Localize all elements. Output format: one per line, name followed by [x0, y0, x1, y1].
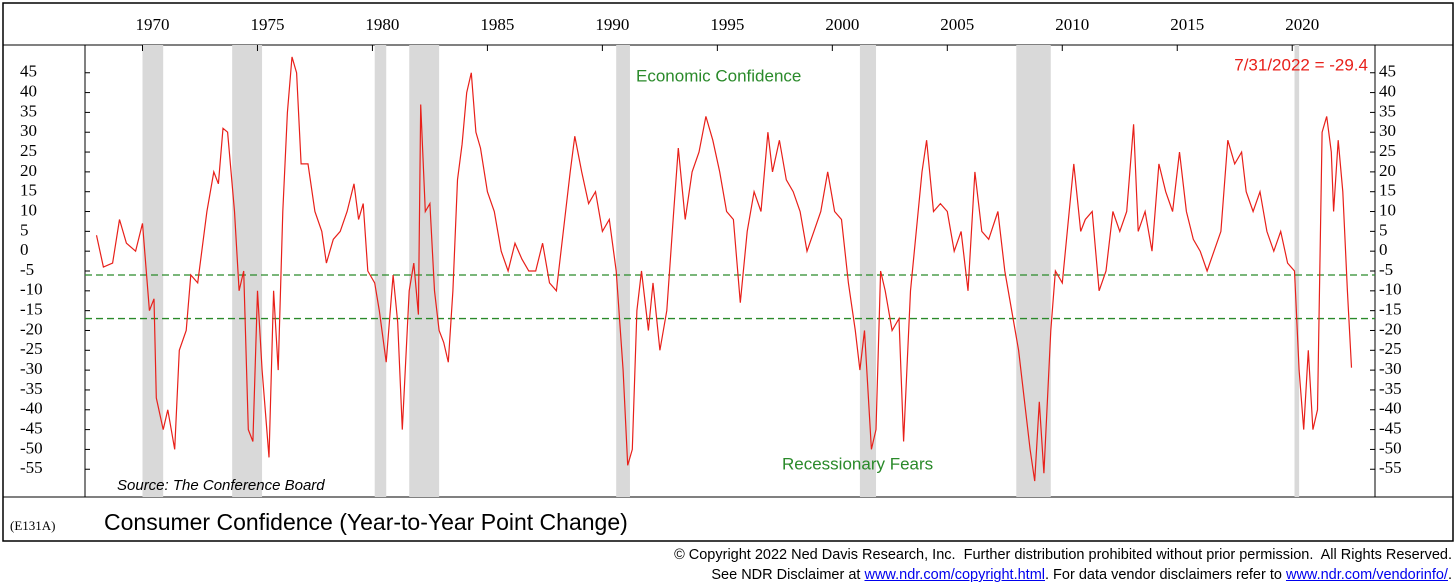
y2-tick-label: -25: [1379, 339, 1402, 358]
y2-tick-label: 40: [1379, 81, 1396, 100]
y2-tick-label: 15: [1379, 181, 1396, 200]
y2-tick-label: -20: [1379, 319, 1402, 338]
y-tick-label: -55: [20, 458, 43, 477]
x-tick-label: 1970: [135, 15, 169, 34]
y-tick-label: 40: [20, 81, 37, 100]
y-tick-label: -40: [20, 399, 43, 418]
recession-band: [374, 45, 387, 497]
y2-tick-label: -40: [1379, 399, 1402, 418]
x-tick-label: 2000: [825, 15, 859, 34]
y2-tick-label: 45: [1379, 62, 1396, 81]
x-tick-label: 1990: [595, 15, 629, 34]
link[interactable]: www.ndr.com/copyright.html: [864, 567, 1045, 583]
disclaimer: .: [1447, 567, 1452, 583]
recession-band: [1294, 45, 1300, 497]
recession-band: [859, 45, 877, 497]
y-tick-label: -5: [20, 260, 34, 279]
y-tick-label: -20: [20, 319, 43, 338]
y-tick-label: 15: [20, 181, 37, 200]
y-tick-label: -25: [20, 339, 43, 358]
y-tick-label: 30: [20, 121, 37, 140]
annotation: Economic Confidence: [636, 66, 801, 85]
annotation: 7/31/2022 = -29.4: [1234, 55, 1368, 74]
footer: © Copyright 2022 Ned Davis Research, Inc…: [674, 545, 1452, 585]
data-line: [95, 56, 1353, 482]
y2-tick-label: -15: [1379, 300, 1402, 319]
x-tick-label: 1980: [365, 15, 399, 34]
recession-band: [1016, 45, 1051, 497]
y2-tick-label: 30: [1379, 121, 1396, 140]
chart-title: Consumer Confidence (Year-to-Year Point …: [104, 509, 628, 535]
frame: [2, 2, 1454, 542]
x-tick-label: 1975: [250, 15, 284, 34]
x-tick-label: 2005: [940, 15, 974, 34]
y2-tick-label: 5: [1379, 220, 1388, 239]
y2-tick-label: 25: [1379, 141, 1396, 160]
chart: (E131A) Consumer Confidence (Year-to-Yea…: [2, 2, 1454, 542]
x-tick-label: 2015: [1170, 15, 1204, 34]
y-tick-label: 10: [20, 200, 37, 219]
y-tick-label: -50: [20, 438, 43, 457]
y-tick-label: 35: [20, 101, 37, 120]
recession-band: [232, 45, 263, 497]
y-tick-label: -30: [20, 359, 43, 378]
y-tick-label: -45: [20, 419, 43, 438]
recession-band: [409, 45, 440, 497]
x-tick-label: 2010: [1055, 15, 1089, 34]
y2-tick-label: -35: [1379, 379, 1402, 398]
y2-tick-label: 10: [1379, 200, 1396, 219]
y2-tick-label: -30: [1379, 359, 1402, 378]
copyright: © Copyright 2022 Ned Davis Research, Inc…: [674, 547, 1452, 563]
link[interactable]: www.ndr.com/vendorinfo/: [1285, 567, 1448, 583]
source: Source: The Conference Board: [117, 477, 325, 494]
y2-tick-label: -50: [1379, 438, 1402, 457]
y2-tick-label: 35: [1379, 101, 1396, 120]
annotation: Recessionary Fears: [782, 454, 933, 473]
y2-tick-label: 20: [1379, 161, 1396, 180]
x-tick-label: 1985: [480, 15, 514, 34]
y-tick-label: 0: [20, 240, 29, 259]
y-tick-label: 5: [20, 220, 29, 239]
chart-code: (E131A): [10, 518, 56, 533]
y-tick-label: 45: [20, 62, 37, 81]
y2-tick-label: -5: [1379, 260, 1393, 279]
y2-tick-label: -10: [1379, 280, 1402, 299]
x-tick-label: 2020: [1285, 15, 1319, 34]
y2-tick-label: -55: [1379, 458, 1402, 477]
recession-band: [616, 45, 630, 497]
y2-tick-label: 0: [1379, 240, 1388, 259]
x-tick-label: 1995: [710, 15, 744, 34]
y2-tick-label: -45: [1379, 419, 1402, 438]
y-tick-label: -15: [20, 300, 43, 319]
disclaimer: . For data vendor disclaimers refer to: [1045, 567, 1282, 583]
y-tick-label: -35: [20, 379, 43, 398]
y-tick-label: -10: [20, 280, 43, 299]
y-tick-label: 25: [20, 141, 37, 160]
disclaimer: See NDR Disclaimer at: [711, 567, 861, 583]
recession-band: [142, 45, 164, 497]
y-tick-label: 20: [20, 161, 37, 180]
